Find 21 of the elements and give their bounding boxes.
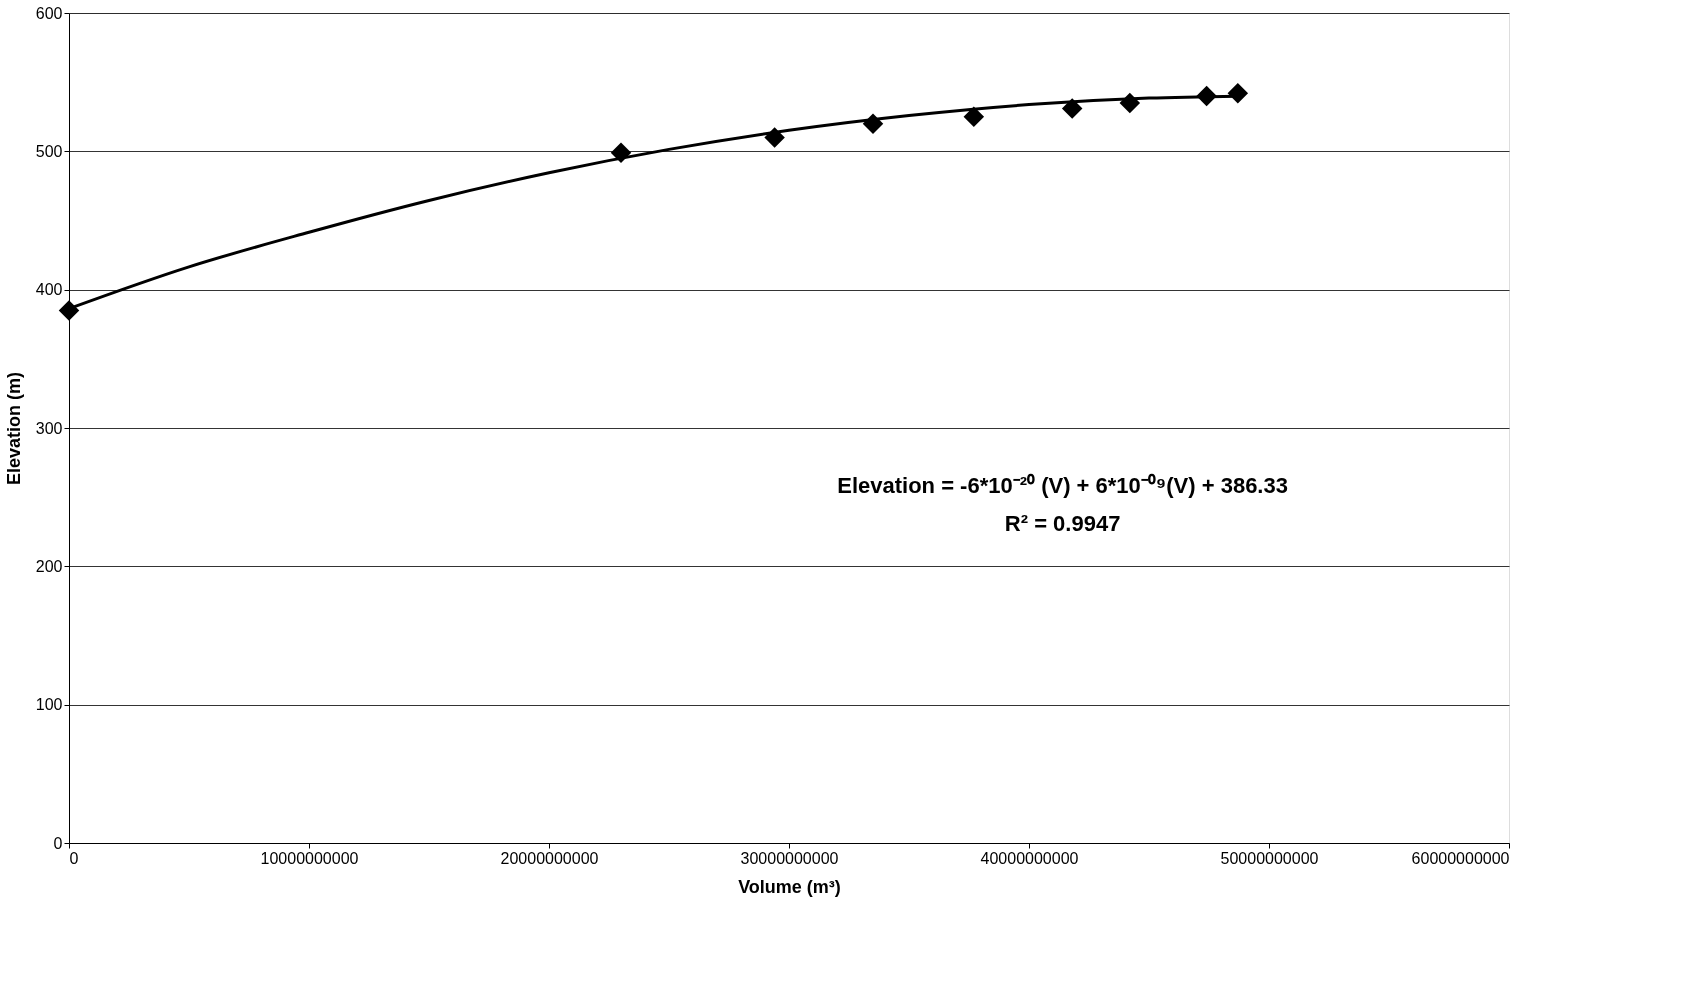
annotation: Elevation = -6*10⁻²⁰ (V) + 6*10⁻⁰⁹(V) + 386.33: [837, 473, 1288, 499]
x-tick-label: 10000000000: [260, 849, 359, 867]
y-tick-label: 100: [35, 696, 63, 714]
point: [1227, 82, 1249, 104]
x-tick-label: 40000000000: [980, 849, 1079, 867]
x-tick-label: 30000000000: [740, 849, 839, 867]
y-tick-label: 200: [35, 557, 63, 575]
y-tick-label: 600: [35, 4, 63, 22]
x-tick-label: 0: [69, 849, 79, 867]
x-tick-label: 60000000000: [1411, 849, 1510, 867]
x-tick-label: 20000000000: [500, 849, 599, 867]
y-tick-label: 500: [35, 142, 63, 160]
y-axis-title: Elevation (m): [3, 371, 24, 486]
point: [963, 106, 985, 127]
x-axis-title: Volume (m³): [738, 876, 841, 897]
x-tick-label: 50000000000: [1220, 849, 1319, 867]
y-tick-label: 400: [35, 281, 63, 299]
y-tick-label: 300: [35, 419, 63, 437]
point: [764, 127, 785, 148]
y-tick-label: 0: [53, 834, 63, 852]
annotation: R² = 0.9947: [1004, 511, 1121, 537]
